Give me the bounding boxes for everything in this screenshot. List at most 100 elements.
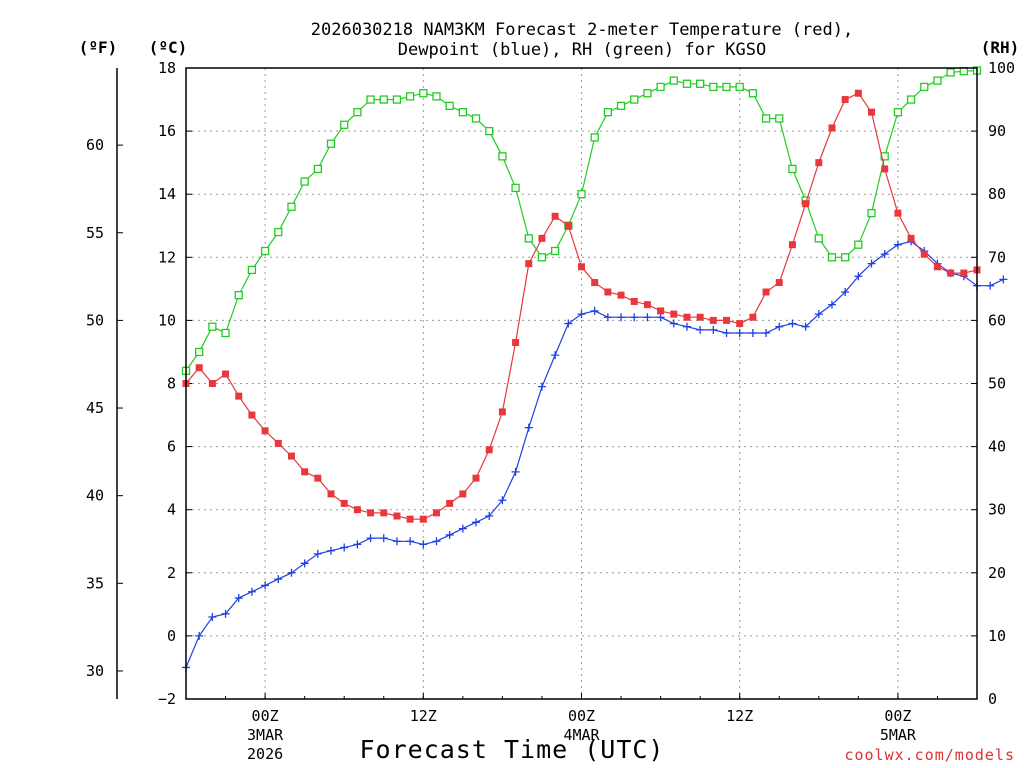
- fahrenheit-tick-label: 35: [86, 574, 104, 592]
- dewpoint-point: [762, 329, 771, 338]
- temperature-point: [643, 301, 651, 309]
- temperature-point: [947, 269, 955, 277]
- temperature-point: [749, 313, 757, 321]
- temperature-point: [604, 288, 612, 296]
- temperature-point: [723, 316, 731, 324]
- rh-point: [696, 79, 705, 88]
- temperature-point: [802, 200, 810, 208]
- dewpoint-point: [274, 575, 283, 584]
- temperature-point: [393, 512, 401, 520]
- dewpoint-point: [432, 537, 441, 546]
- dewpoint-point: [287, 568, 296, 577]
- dewpoint-point: [498, 496, 507, 505]
- dewpoint-point: [234, 594, 243, 603]
- rh-point: [221, 328, 230, 338]
- rh-point: [247, 265, 257, 275]
- rh-point: [419, 89, 428, 98]
- celsius-tick-label: 0: [167, 627, 176, 645]
- temperature-point: [578, 263, 585, 271]
- temperature-point: [815, 159, 823, 167]
- temperature-point: [380, 509, 388, 517]
- temperature-point: [762, 288, 770, 296]
- rh-point: [748, 89, 758, 98]
- rh-tick-label: 70: [988, 248, 1006, 266]
- temperature-point: [683, 313, 691, 321]
- temperature-point: [657, 307, 665, 315]
- dewpoint-point: [221, 609, 230, 618]
- temperature-point: [419, 515, 427, 523]
- celsius-tick-label: 8: [167, 375, 176, 393]
- rh-point: [761, 114, 771, 123]
- time-tick-year: 2026: [247, 745, 283, 763]
- dewpoint-point: [999, 275, 1008, 284]
- rh-point: [524, 234, 533, 243]
- rh-point: [893, 108, 903, 117]
- chart-title-line1: 2026030218 NAM3KM Forecast 2-meter Tempe…: [311, 20, 853, 40]
- rh-point: [669, 76, 678, 85]
- fahrenheit-tick-label: 60: [86, 136, 104, 154]
- fahrenheit-tick-label: 55: [86, 224, 104, 242]
- rh-point: [537, 253, 547, 262]
- temperature-point: [195, 364, 203, 372]
- temperature-point: [353, 506, 361, 514]
- rh-point: [630, 95, 639, 104]
- temperature-point: [340, 499, 348, 507]
- rh-point: [814, 234, 823, 243]
- dewpoint-point: [247, 587, 256, 596]
- dewpoint-point: [603, 313, 612, 322]
- dewpoint-point: [854, 272, 863, 281]
- dewpoint-point: [564, 319, 573, 328]
- temperature-point: [498, 408, 506, 416]
- rh-tick-label: 50: [988, 375, 1006, 393]
- temperature-point: [485, 446, 493, 454]
- temperature-point: [314, 474, 322, 482]
- temperature-point: [551, 212, 559, 220]
- temperature-point: [248, 411, 256, 419]
- rh-point: [841, 253, 850, 262]
- rh-point: [906, 95, 916, 104]
- temperature-point: [775, 279, 783, 287]
- rh-tick-label: 80: [988, 185, 1006, 203]
- time-tick-label: 00Z: [884, 707, 911, 725]
- temperature-point: [841, 96, 849, 104]
- celsius-tick-label: 4: [167, 501, 176, 519]
- dewpoint-point: [656, 313, 665, 322]
- temperature-point: [591, 279, 599, 287]
- temperature-point: [367, 509, 375, 517]
- dewpoint-point: [340, 543, 349, 552]
- dewpoint-point: [814, 310, 823, 319]
- temperature-point: [274, 439, 282, 447]
- rh-point: [577, 190, 586, 199]
- temperature-point: [301, 468, 309, 476]
- time-tick-label: 12Z: [410, 707, 437, 725]
- celsius-tick-label: 10: [158, 311, 176, 329]
- temperature-point: [788, 241, 796, 249]
- dewpoint-point: [208, 612, 217, 621]
- dewpoint-point: [682, 322, 691, 331]
- rh-point: [616, 101, 626, 111]
- temperature-point: [208, 380, 216, 387]
- dewpoint-point: [300, 559, 309, 568]
- celsius-tick-label: 18: [158, 59, 176, 77]
- series-2-meter-temperature-c: [182, 89, 981, 523]
- dewpoint-point: [709, 325, 718, 334]
- time-tick-date: 3MAR: [247, 726, 284, 744]
- rh-point: [722, 82, 731, 92]
- rh-point: [788, 164, 797, 174]
- rh-point: [550, 246, 560, 256]
- dewpoint-point: [986, 281, 995, 290]
- rh-point: [458, 108, 468, 117]
- temperature-point: [432, 509, 440, 517]
- temperature-point: [960, 269, 968, 277]
- chart-title-line2: Dewpoint (blue), RH (green) for KGSO: [398, 40, 766, 60]
- rh-tick-label: 100: [988, 59, 1015, 77]
- rh-point: [590, 133, 599, 142]
- rh-point: [274, 227, 283, 237]
- celsius-tick-label: 14: [158, 185, 176, 203]
- temperature-point: [235, 392, 243, 400]
- dewpoint-point: [893, 240, 902, 249]
- rh-point: [392, 95, 402, 104]
- series-layer: [181, 66, 1008, 672]
